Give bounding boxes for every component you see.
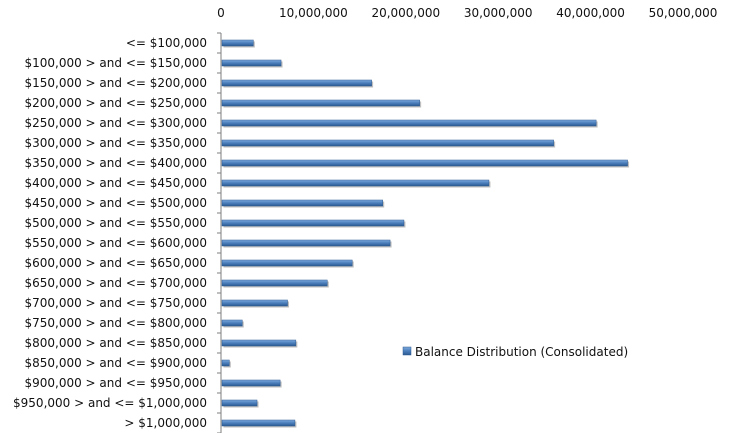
category-label: $500,000 > and <= $550,000 <box>24 216 207 230</box>
category-label: $400,000 > and <= $450,000 <box>24 176 207 190</box>
category-label: $750,000 > and <= $800,000 <box>24 316 207 330</box>
category-label: $300,000 > and <= $350,000 <box>24 136 207 150</box>
bar <box>221 379 281 387</box>
bar <box>221 159 628 167</box>
x-tick-label: 0 <box>217 6 225 20</box>
bar <box>221 399 258 407</box>
x-tick-label: 50,000,000 <box>649 6 718 20</box>
bar <box>221 299 288 307</box>
bar <box>221 99 420 107</box>
category-label: $650,000 > and <= $700,000 <box>24 276 207 290</box>
bar <box>221 219 405 227</box>
category-label: <= $100,000 <box>126 36 207 50</box>
bar <box>221 119 597 127</box>
category-label: $250,000 > and <= $300,000 <box>24 116 207 130</box>
x-tick-label: 30,000,000 <box>464 6 533 20</box>
bar <box>221 239 391 247</box>
bar <box>221 79 372 87</box>
bar <box>221 419 296 427</box>
x-tick-label: 10,000,000 <box>279 6 348 20</box>
category-label: $950,000 > and <= $1,000,000 <box>13 396 207 410</box>
category-label: $550,000 > and <= $600,000 <box>24 236 207 250</box>
bar <box>221 59 282 67</box>
category-label: $900,000 > and <= $950,000 <box>24 376 207 390</box>
bar <box>221 39 254 47</box>
category-label: $200,000 > and <= $250,000 <box>24 96 207 110</box>
x-tick-label: 20,000,000 <box>371 6 440 20</box>
category-label: > $1,000,000 <box>124 416 207 430</box>
category-label: $150,000 > and <= $200,000 <box>24 76 207 90</box>
category-label: $850,000 > and <= $900,000 <box>24 356 207 370</box>
category-label: $700,000 > and <= $750,000 <box>24 296 207 310</box>
bar <box>221 139 554 147</box>
category-label: $350,000 > and <= $400,000 <box>24 156 207 170</box>
bar <box>221 199 383 207</box>
category-label: $100,000 > and <= $150,000 <box>24 56 207 70</box>
bar <box>221 179 490 187</box>
bar <box>221 339 297 347</box>
bar <box>221 319 243 327</box>
legend: Balance Distribution (Consolidated) <box>402 345 628 359</box>
legend-swatch <box>402 346 412 356</box>
bar <box>221 279 328 287</box>
x-tick-label: 40,000,000 <box>556 6 625 20</box>
category-label: $450,000 > and <= $500,000 <box>24 196 207 210</box>
legend-label: Balance Distribution (Consolidated) <box>415 345 628 359</box>
bar <box>221 259 353 267</box>
bar <box>221 359 230 367</box>
category-label: $600,000 > and <= $650,000 <box>24 256 207 270</box>
category-label: $800,000 > and <= $850,000 <box>24 336 207 350</box>
